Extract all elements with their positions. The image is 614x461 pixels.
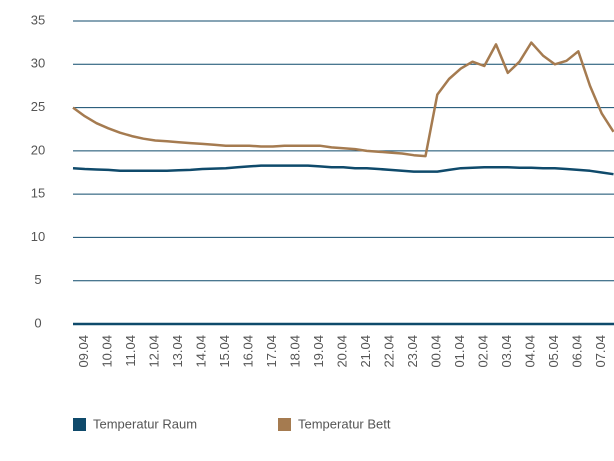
x-tick-label: 07.04 xyxy=(593,335,608,368)
x-tick-label: 09.04 xyxy=(76,335,91,368)
x-tick-label: 20.04 xyxy=(335,335,350,368)
x-tick-label: 03.04 xyxy=(499,335,514,368)
x-tick-label: 13.04 xyxy=(170,335,185,368)
x-tick-label: 14.04 xyxy=(194,335,209,368)
y-tick-label: 10 xyxy=(31,229,45,244)
x-tick-label: 18.04 xyxy=(288,335,303,368)
x-tick-label: 17.04 xyxy=(264,335,279,368)
x-tick-label: 23.04 xyxy=(405,335,420,368)
x-tick-label: 15.04 xyxy=(217,335,232,368)
x-tick-label: 19.04 xyxy=(311,335,326,368)
line-series xyxy=(72,41,614,158)
legend-swatch xyxy=(73,418,86,431)
legend-label: Temperatur Raum xyxy=(93,416,197,431)
y-tick-label: 35 xyxy=(31,12,45,27)
x-tick-label: 12.04 xyxy=(147,335,162,368)
x-tick-label: 00.04 xyxy=(429,335,444,368)
x-tick-label: 22.04 xyxy=(382,335,397,368)
x-tick-label: 01.04 xyxy=(452,335,467,368)
x-tick-label: 11.04 xyxy=(123,335,138,367)
x-tick-label: 16.04 xyxy=(241,335,256,368)
y-tick-label: 0 xyxy=(34,315,41,330)
x-tick-label: 05.04 xyxy=(546,335,561,368)
x-tick-label: 02.04 xyxy=(476,335,491,368)
x-tick-label: 21.04 xyxy=(358,335,373,368)
legend-swatch xyxy=(278,418,291,431)
x-tick-label: 10.04 xyxy=(100,335,115,368)
line-series xyxy=(72,164,614,176)
y-tick-label: 5 xyxy=(34,272,41,287)
y-tick-label: 25 xyxy=(31,99,45,114)
y-tick-label: 30 xyxy=(31,56,45,71)
y-tick-label: 15 xyxy=(31,186,45,201)
x-tick-label: 04.04 xyxy=(523,335,538,368)
x-tick-label: 06.04 xyxy=(570,335,585,368)
y-tick-label: 20 xyxy=(31,142,45,157)
legend-label: Temperatur Bett xyxy=(298,416,391,431)
